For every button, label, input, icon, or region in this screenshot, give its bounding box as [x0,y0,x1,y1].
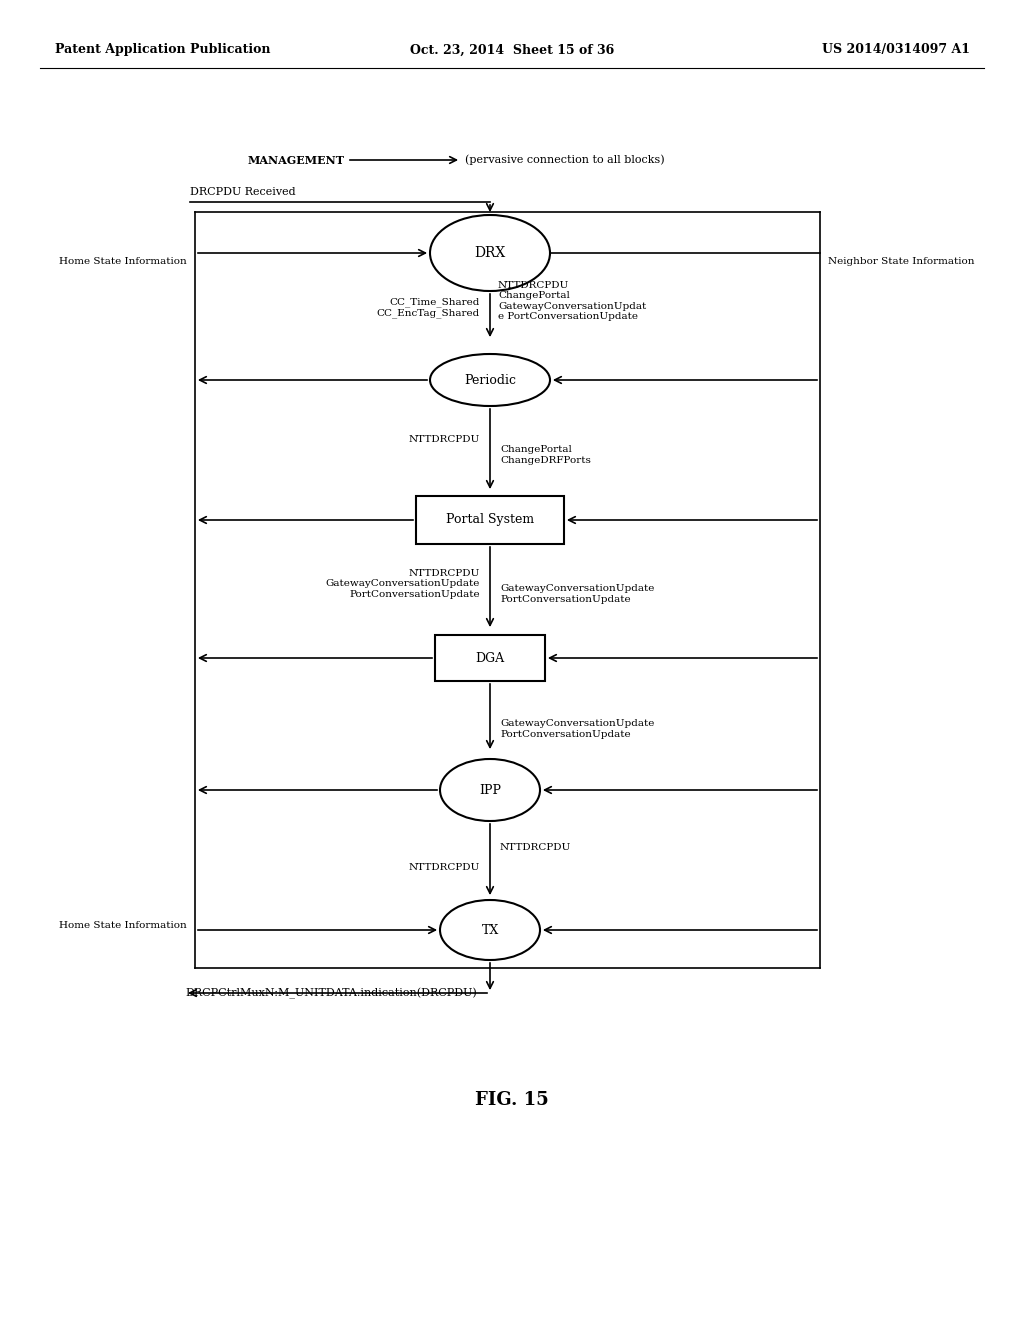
Text: TX: TX [481,924,499,936]
Text: DRCPDU Received: DRCPDU Received [190,187,296,197]
Text: CC_Time_Shared
CC_EncTag_Shared: CC_Time_Shared CC_EncTag_Shared [377,297,480,318]
Text: US 2014/0314097 A1: US 2014/0314097 A1 [822,44,970,57]
Text: FIG. 15: FIG. 15 [475,1092,549,1109]
Text: ChangePortal
ChangeDRFPorts: ChangePortal ChangeDRFPorts [500,445,591,465]
Text: (pervasive connection to all blocks): (pervasive connection to all blocks) [465,154,665,165]
Text: Periodic: Periodic [464,374,516,387]
Text: Portal System: Portal System [445,513,535,527]
Text: NTTDRCPDU: NTTDRCPDU [500,843,571,853]
Text: NTTDRCPDU
ChangePortal
GatewayConversationUpdat
e PortConversationUpdate: NTTDRCPDU ChangePortal GatewayConversati… [498,281,646,321]
Ellipse shape [430,215,550,290]
Text: Neighbor State Information: Neighbor State Information [828,256,975,265]
Text: DGA: DGA [475,652,505,664]
Text: DRCPCtrlMuxN:M_UNITDATA.indication(DRCPDU): DRCPCtrlMuxN:M_UNITDATA.indication(DRCPD… [185,987,477,999]
Text: Home State Information: Home State Information [59,256,187,265]
Text: GatewayConversationUpdate
PortConversationUpdate: GatewayConversationUpdate PortConversati… [500,585,654,603]
Ellipse shape [440,900,540,960]
Text: Oct. 23, 2014  Sheet 15 of 36: Oct. 23, 2014 Sheet 15 of 36 [410,44,614,57]
Bar [435,635,545,681]
Text: NTTDRCPDU: NTTDRCPDU [409,436,480,445]
Ellipse shape [440,759,540,821]
Text: DRX: DRX [474,246,506,260]
Text: IPP: IPP [479,784,501,796]
Text: Home State Information: Home State Information [59,920,187,929]
Text: NTTDRCPDU
GatewayConversationUpdate
PortConversationUpdate: NTTDRCPDU GatewayConversationUpdate Port… [326,569,480,599]
Text: MANAGEMENT: MANAGEMENT [248,154,345,165]
Text: GatewayConversationUpdate
PortConversationUpdate: GatewayConversationUpdate PortConversati… [500,719,654,739]
Text: Patent Application Publication: Patent Application Publication [55,44,270,57]
Ellipse shape [430,354,550,407]
Text: NTTDRCPDU: NTTDRCPDU [409,863,480,873]
Bar [416,496,564,544]
